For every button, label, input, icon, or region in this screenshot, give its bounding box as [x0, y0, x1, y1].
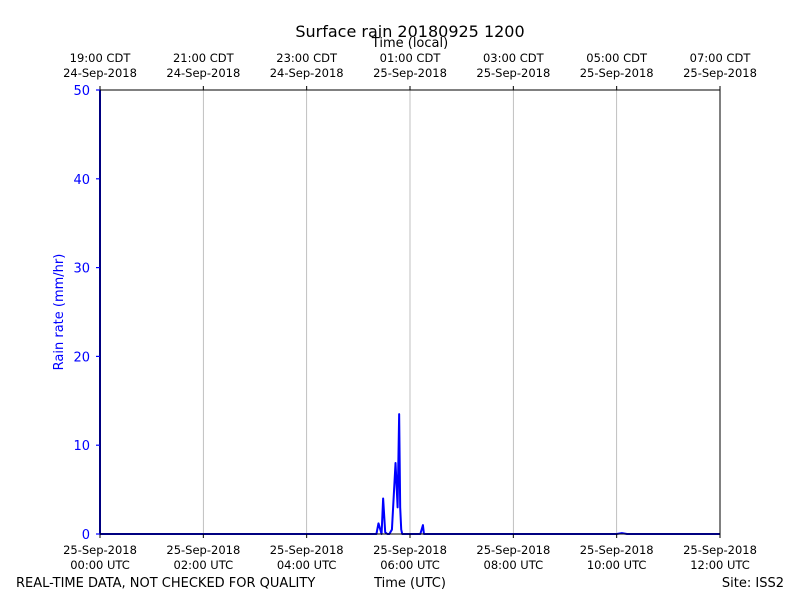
y-axis: 0 10 20 30 40 50: [73, 84, 100, 543]
y-tick-label-0: 0: [82, 528, 90, 543]
bottom-tick-time-4: 08:00 UTC: [484, 558, 544, 572]
top-tick-time-3: 01:00 CDT: [380, 51, 442, 65]
bottom-tick-time-1: 02:00 UTC: [174, 558, 234, 572]
top-tick-time-2: 23:00 CDT: [276, 51, 338, 65]
bottom-tick-time-3: 06:00 UTC: [380, 558, 440, 572]
bottom-tick-time-0: 00:00 UTC: [70, 558, 130, 572]
top-tick-time-0: 19:00 CDT: [70, 51, 132, 65]
y-tick-label-1: 10: [73, 439, 90, 454]
y-tick-label-4: 40: [73, 173, 90, 188]
top-tick-date-0: 24-Sep-2018: [63, 66, 137, 80]
top-tick-time-1: 21:00 CDT: [173, 51, 235, 65]
bottom-tick-time-5: 10:00 UTC: [587, 558, 647, 572]
top-tick-date-6: 25-Sep-2018: [683, 66, 757, 80]
top-axis-title: Time (local): [371, 36, 448, 51]
bottom-tick-time-6: 12:00 UTC: [690, 558, 750, 572]
bottom-tick-date-3: 25-Sep-2018: [373, 543, 447, 557]
top-tick-date-4: 25-Sep-2018: [476, 66, 550, 80]
bottom-tick-date-6: 25-Sep-2018: [683, 543, 757, 557]
bottom-tick-date-5: 25-Sep-2018: [580, 543, 654, 557]
y-tick-label-2: 20: [73, 350, 90, 365]
top-tick-time-6: 07:00 CDT: [690, 51, 752, 65]
y-tick-label-3: 30: [73, 262, 90, 277]
site-label: Site: ISS2: [722, 576, 784, 591]
top-tick-time-4: 03:00 CDT: [483, 51, 545, 65]
y-axis-label: Rain rate (mm/hr): [52, 254, 67, 371]
bottom-tick-date-4: 25-Sep-2018: [476, 543, 550, 557]
top-tick-date-3: 25-Sep-2018: [373, 66, 447, 80]
y-tick-label-5: 50: [73, 84, 90, 99]
bottom-tick-time-2: 04:00 UTC: [277, 558, 337, 572]
bottom-tick-date-0: 25-Sep-2018: [63, 543, 137, 557]
top-tick-date-1: 24-Sep-2018: [166, 66, 240, 80]
bottom-tick-date-1: 25-Sep-2018: [166, 543, 240, 557]
top-tick-date-5: 25-Sep-2018: [580, 66, 654, 80]
x-axis-label: Time (UTC): [373, 576, 446, 591]
top-tick-date-2: 24-Sep-2018: [270, 66, 344, 80]
chart-title: Surface rain 20180925 1200: [295, 22, 524, 41]
quality-disclaimer: REAL-TIME DATA, NOT CHECKED FOR QUALITY: [16, 576, 315, 591]
bottom-tick-date-2: 25-Sep-2018: [270, 543, 344, 557]
top-tick-time-5: 05:00 CDT: [586, 51, 648, 65]
